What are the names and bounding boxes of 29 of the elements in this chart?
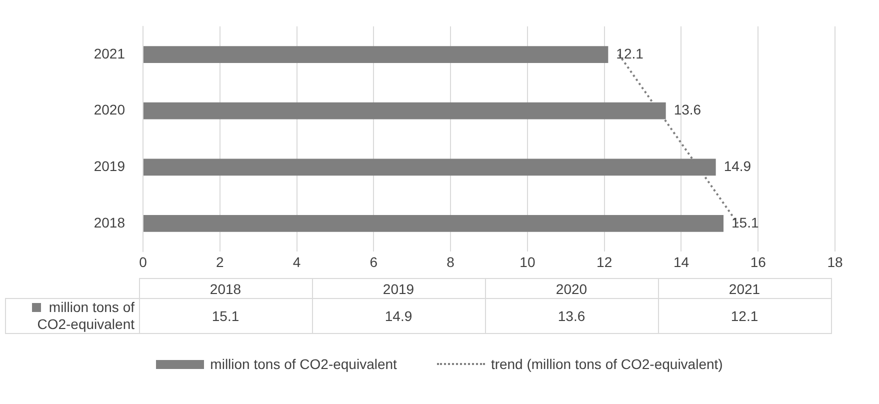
data-label: 12.1	[616, 45, 644, 62]
category-label: 2019	[382, 280, 414, 296]
x-tick-label: 8	[446, 254, 455, 270]
text: million tons of CO2-equivalent	[210, 356, 397, 372]
legend-label: million tons of CO2-equivalent	[6, 298, 139, 334]
x-tick-label: 14	[673, 254, 690, 270]
y-tick-label: 2019	[94, 158, 126, 174]
x-tick-label: 4	[292, 254, 301, 270]
text: 12.1	[730, 308, 758, 324]
category-label: 2020	[556, 280, 588, 296]
category-label: 2021	[728, 280, 760, 296]
data-label: 13.6	[674, 102, 702, 118]
data-label: 15.1	[732, 214, 759, 230]
y-tick-label: 2021	[94, 45, 126, 62]
data-label: 14.9	[724, 158, 752, 174]
x-tick-label: 2	[216, 254, 224, 270]
x-tick-label: 16	[750, 254, 766, 270]
text: 15.1	[212, 308, 240, 324]
x-tick-label: 10	[520, 254, 536, 270]
x-tick-label: 0	[139, 254, 148, 270]
y-tick-label: 2018	[94, 214, 126, 230]
y-tick-label: 2020	[94, 102, 126, 118]
x-tick-label: 18	[827, 254, 843, 270]
legend-label: trend (million tons of CO2-equivalent)	[490, 356, 723, 372]
category-label: 2018	[210, 280, 242, 296]
x-tick-label: 6	[370, 254, 378, 270]
x-tick-label: 12	[596, 254, 612, 270]
text: 14.9	[384, 308, 412, 324]
text: 13.6	[558, 308, 586, 324]
